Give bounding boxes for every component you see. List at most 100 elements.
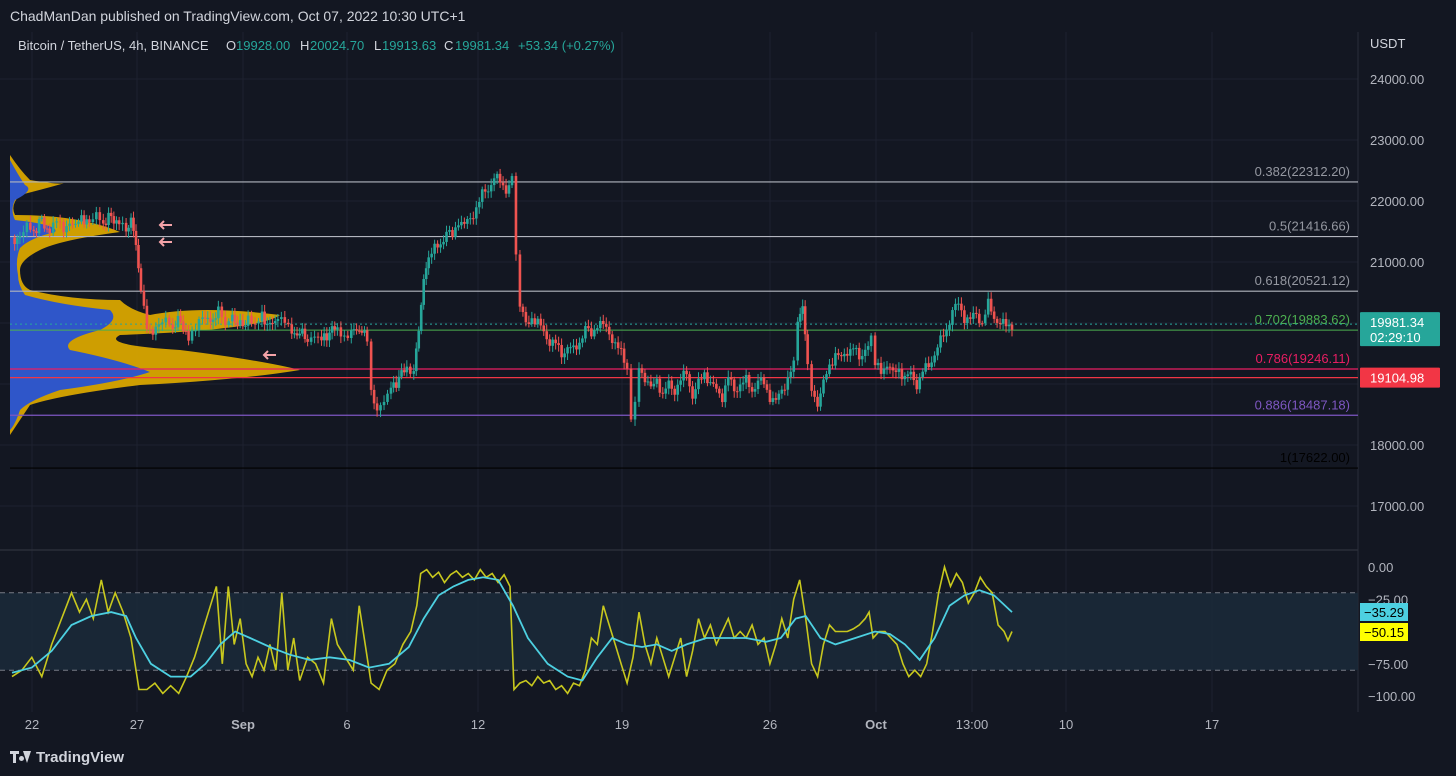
candle-body (134, 230, 138, 245)
candle-body (463, 221, 466, 224)
candle-body (851, 348, 855, 350)
candle-body (400, 370, 403, 377)
candle-body (127, 227, 130, 232)
candle-body (107, 212, 110, 225)
candle-body (486, 191, 490, 193)
candle-body (220, 306, 224, 318)
candle-body (71, 223, 74, 225)
brand-name: TradingView (36, 749, 125, 766)
candle-body (679, 380, 682, 385)
candle-body (960, 303, 963, 311)
candle-body (343, 335, 346, 337)
candle-body (957, 303, 960, 305)
candle-body (369, 341, 373, 390)
candle-body (187, 330, 190, 341)
candle-body (295, 333, 299, 336)
candle-body (227, 321, 231, 326)
candle-body (685, 370, 688, 375)
candle-body (448, 230, 451, 232)
candle-body (810, 364, 813, 391)
candle-body (854, 347, 858, 349)
candle-body (954, 303, 957, 311)
candle-body (179, 315, 182, 322)
candle-body (129, 217, 133, 228)
price-axis[interactable]: 24000.00 23000.00 22000.00 21000.00 18000.00… (1360, 72, 1440, 704)
close-key: C (444, 38, 453, 53)
chart-area[interactable]: 0.382(22312.20) 0.5(21416.66) 0.618(20521.… (0, 32, 1456, 740)
time-tick-label: 12 (471, 717, 485, 732)
candle-body (557, 343, 560, 345)
candle-body (124, 222, 128, 232)
candle-body (394, 382, 398, 388)
candle-body (37, 219, 41, 234)
candle-body (774, 398, 778, 400)
candle-body (58, 221, 62, 223)
candle-body (625, 362, 629, 369)
candle-body (694, 389, 697, 399)
candle-body (405, 366, 409, 373)
fib-label-0.786: 0.786(19246.11) (1256, 351, 1350, 366)
candle-body (414, 348, 418, 372)
candle-body (834, 353, 837, 366)
candle-body (223, 317, 227, 326)
candle-body (633, 401, 637, 420)
candle-body (320, 336, 323, 341)
candle-body (495, 173, 499, 179)
left-arrow-icon (262, 350, 276, 360)
candle-body (40, 217, 44, 220)
candle-body (980, 323, 984, 325)
candle-body (336, 327, 339, 330)
candle-body (709, 382, 712, 384)
candle-body (593, 330, 596, 337)
candle-body (894, 370, 898, 372)
candle-body (504, 185, 508, 194)
candle-body (55, 221, 58, 223)
candle-body (379, 405, 382, 411)
candle-body (989, 298, 993, 312)
candle-body (29, 222, 32, 230)
price-tick-label: 23000.00 (1370, 133, 1424, 148)
candle-body (765, 384, 769, 390)
candle-body (703, 372, 706, 380)
candle-body (688, 374, 691, 387)
candle-body (419, 304, 423, 331)
candle-body (365, 330, 369, 342)
candle-body (276, 319, 280, 322)
candle-body (667, 380, 671, 389)
candle-body (658, 378, 662, 393)
candle-body (816, 396, 819, 407)
candle-body (328, 332, 331, 341)
candle-body (744, 374, 748, 383)
candle-body (581, 338, 584, 343)
candle-body (427, 257, 430, 269)
fib-levels[interactable]: 0.382(22312.20) 0.5(21416.66) 0.618(20521.… (10, 164, 1358, 469)
candle-body (572, 345, 575, 348)
high-key: H (300, 38, 309, 53)
candle-body (45, 228, 49, 230)
candle-body (15, 238, 19, 245)
candle-body (436, 243, 439, 248)
candle-body (43, 217, 46, 229)
candle-body (837, 353, 840, 356)
time-axis[interactable]: 22 27 Sep 6 12 19 26 Oct 13:00 10 17 (25, 717, 1219, 732)
candle-body (1010, 324, 1014, 330)
time-tick-label: 19 (615, 717, 629, 732)
candle-body (750, 387, 754, 392)
candle-body (616, 342, 620, 348)
candle-body (13, 237, 16, 245)
left-arrow-icon (158, 237, 172, 247)
candle-body (831, 364, 834, 366)
candle-body (233, 314, 237, 323)
candle-body (759, 377, 763, 381)
candle-body (524, 312, 528, 323)
candle-body (1001, 318, 1005, 324)
candle-body (238, 320, 242, 326)
candle-body (655, 378, 659, 384)
candle-body (250, 315, 253, 324)
candle-body (783, 389, 787, 391)
tradingview-brand[interactable]: TradingView (10, 749, 124, 766)
candle-body (578, 342, 581, 350)
candle-body (822, 379, 825, 394)
candle-body (32, 229, 36, 232)
osc-value-badge (1360, 623, 1408, 641)
